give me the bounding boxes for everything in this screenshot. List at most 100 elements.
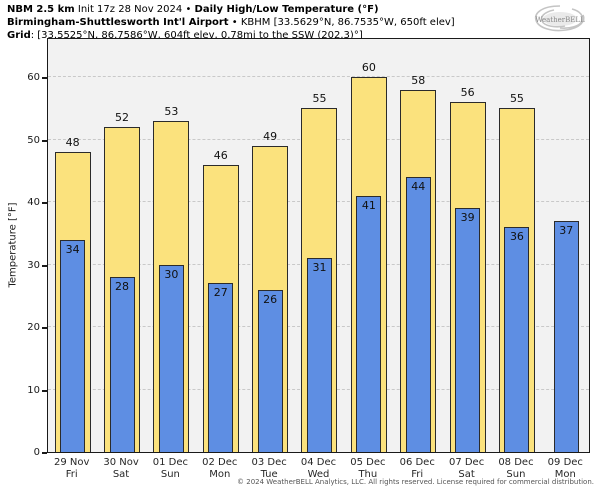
day-slot-08-dec: 55 36 — [492, 39, 541, 452]
day-slot-01-dec: 53 30 — [147, 39, 196, 452]
high-value-label: 55 — [509, 92, 524, 106]
x-tick-date: 08 Dec — [498, 457, 534, 468]
x-tick-label: 09 Dec Mon — [541, 457, 590, 481]
x-tick-date: 05 Dec — [350, 457, 386, 468]
low-value-label: 44 — [411, 180, 426, 193]
grid-label: Grid — [7, 30, 31, 41]
day-slot-05-dec: 60 41 — [344, 39, 393, 452]
x-tick-label: 29 Nov Fri — [47, 457, 96, 481]
x-tick-date: 06 Dec — [399, 457, 435, 468]
day-slot-07-dec: 56 39 — [443, 39, 492, 452]
title-line-1: NBM 2.5 km Init 17z 28 Nov 2024 • Daily … — [7, 3, 455, 16]
x-tick-label: 02 Dec Mon — [195, 457, 244, 481]
y-tick-label-20: 20 — [27, 322, 40, 333]
low-bar: 34 — [60, 239, 86, 452]
y-tick-label-0: 0 — [33, 447, 40, 458]
copyright-notice: © 2024 WeatherBELL Analytics, LLC. All r… — [237, 478, 594, 486]
x-tick-label: 04 Dec Wed — [294, 457, 343, 481]
low-value-label: 37 — [559, 223, 574, 237]
day-slot-02-dec: 46 27 — [196, 39, 245, 452]
x-tick-day: Sun — [506, 469, 526, 480]
x-tick-label: 07 Dec Sat — [442, 457, 491, 481]
x-tick-date: 30 Nov — [103, 457, 139, 468]
separator-bullet: • — [185, 4, 192, 15]
high-value-label: 55 — [312, 92, 327, 106]
high-value-label: 53 — [164, 104, 179, 118]
low-bar: 27 — [208, 283, 234, 452]
station-name: Birmingham-Shuttlesworth Int'l Airport — [7, 17, 229, 28]
low-value-label: 28 — [115, 280, 130, 293]
x-tick-day: Fri — [411, 469, 424, 480]
low-value-label: 31 — [312, 261, 327, 275]
low-value-label: 30 — [164, 267, 179, 281]
low-bar: 28 — [109, 277, 135, 452]
low-bar: 44 — [405, 177, 431, 452]
y-tick-label-30: 30 — [27, 259, 40, 271]
low-bar: 41 — [356, 195, 382, 452]
x-tick-label: 05 Dec Thu — [343, 457, 392, 481]
x-tick-date: 01 Dec — [152, 457, 189, 468]
x-tick-date: 03 Dec — [251, 457, 287, 468]
x-tick-day: Sat — [458, 469, 475, 480]
x-tick-day: Fri — [65, 469, 78, 480]
low-bar: 36 — [504, 227, 530, 452]
high-value-label: 56 — [460, 86, 475, 99]
low-value-label: 39 — [460, 211, 475, 225]
low-value-label: 36 — [509, 230, 524, 243]
day-slot-04-dec: 55 31 — [295, 39, 344, 452]
x-tick-day: Wed — [307, 469, 330, 480]
day-slot-09-dec: 37 — [542, 39, 591, 452]
chart-header: NBM 2.5 km Init 17z 28 Nov 2024 • Daily … — [7, 3, 455, 42]
title-line-3: Grid: [33.5525°N, 86.7586°W, 604ft elev,… — [7, 29, 455, 42]
y-tick-50 — [42, 139, 47, 142]
gridline-60 — [48, 76, 589, 77]
x-tick-label: 08 Dec Sun — [491, 457, 540, 481]
weatherbell-logo-text: WeatherBELL — [535, 16, 585, 24]
x-tick-day: Mon — [554, 469, 576, 480]
title-line-2: Birmingham-Shuttlesworth Int'l Airport •… — [7, 16, 455, 29]
x-tick-date: 07 Dec — [448, 457, 485, 468]
y-tick-label-10: 10 — [27, 384, 40, 396]
high-value-label: 60 — [361, 61, 376, 74]
low-value-label: 27 — [213, 286, 228, 300]
y-tick-60 — [42, 77, 47, 79]
x-tick-date: 04 Dec — [300, 457, 337, 468]
y-tick-30 — [42, 264, 47, 267]
x-tick-day: Tue — [260, 469, 278, 480]
day-slot-30-nov: 52 28 — [97, 39, 146, 452]
high-value-label: 48 — [65, 136, 80, 149]
x-tick-day: Sat — [112, 469, 130, 480]
product-name: Daily High/Low Temperature (°F) — [194, 4, 379, 15]
x-tick-day: Mon — [209, 469, 231, 480]
y-axis-title: Temperature [°F] — [7, 202, 19, 288]
high-value-label: 52 — [115, 111, 130, 124]
low-bar: 30 — [158, 264, 184, 452]
x-tick-day: Sun — [160, 469, 180, 480]
y-tick-label-40: 40 — [27, 197, 40, 208]
x-tick-day: Thu — [358, 469, 378, 480]
x-tick-label: 30 Nov Sat — [96, 457, 145, 481]
high-value-label: 58 — [411, 73, 426, 87]
low-value-label: 34 — [65, 242, 80, 256]
init-time: Init 17z 28 Nov 2024 — [77, 4, 183, 15]
high-value-label: 49 — [263, 129, 278, 143]
low-bar: 39 — [455, 208, 481, 452]
grid-details: : [33.5525°N, 86.7586°W, 604ft elev, 0.7… — [30, 30, 363, 41]
y-tick-40 — [42, 202, 47, 204]
y-tick-label-50: 50 — [27, 134, 40, 146]
day-slot-06-dec: 58 44 — [394, 39, 443, 452]
low-bar: 31 — [306, 258, 332, 452]
high-value-label: 46 — [213, 148, 228, 162]
x-tick-date: 09 Dec — [547, 457, 583, 468]
y-tick-0 — [42, 452, 47, 454]
separator-bullet: • — [231, 17, 238, 28]
y-tick-label-60: 60 — [27, 72, 40, 83]
day-slot-03-dec: 49 26 — [245, 39, 294, 452]
x-tick-label: 03 Dec Tue — [244, 457, 293, 481]
y-tick-20 — [42, 327, 47, 329]
low-bar: 37 — [553, 220, 579, 452]
x-tick-label: 01 Dec Sun — [146, 457, 195, 481]
x-axis-labels: 29 Nov Fri 30 Nov Sat 01 Dec Sun 02 Dec Mon 03 D… — [47, 457, 590, 485]
day-slot-29-nov: 48 34 — [48, 39, 97, 452]
